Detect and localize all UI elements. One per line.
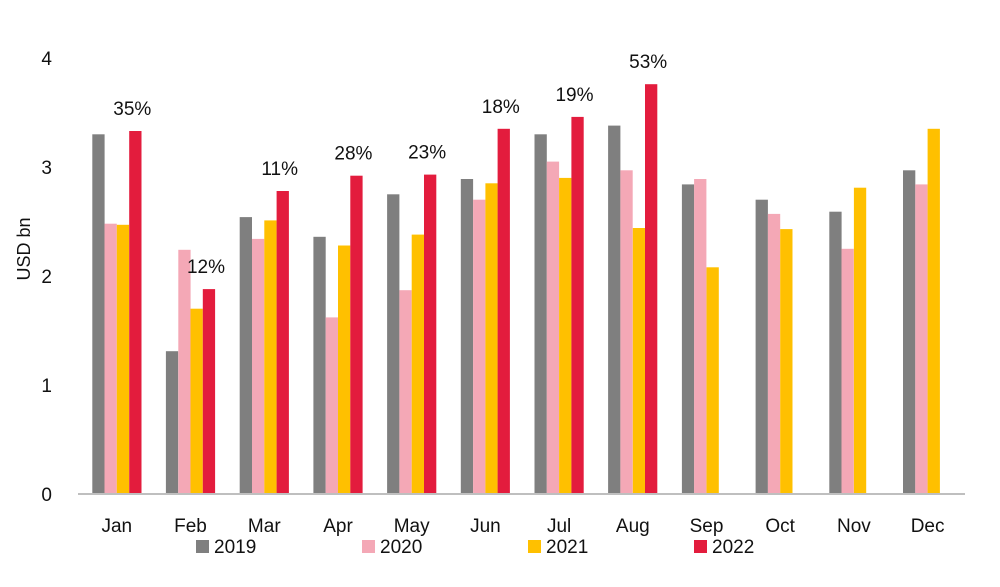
bar-2019-jan xyxy=(92,134,105,495)
bar-2020-jun xyxy=(473,199,486,494)
bar-2020-aug xyxy=(620,170,633,495)
annotation-jul: 19% xyxy=(555,85,593,106)
growth-annotations: 35% 12% 11% 28% 23% 18% 19% 53% xyxy=(113,52,667,278)
bar-2019-nov xyxy=(829,211,842,494)
bar-2022-may xyxy=(424,174,437,494)
y-tick-label: 1 xyxy=(41,376,52,397)
legend-label-2021: 2021 xyxy=(546,537,588,558)
x-axis-categories: Jan Feb Mar Apr May Jun Jul Aug Sep Oct Nov Dec xyxy=(101,516,944,537)
bar-2019-oct xyxy=(755,199,768,494)
annotation-jun: 18% xyxy=(482,97,520,118)
annotation-apr: 28% xyxy=(334,144,372,165)
bar-2021-jun xyxy=(485,183,498,495)
legend-label-2022: 2022 xyxy=(712,537,754,558)
annotation-aug: 53% xyxy=(629,52,667,73)
bar-2020-nov xyxy=(841,248,854,495)
bar-2020-jul xyxy=(546,161,560,494)
x-tick-label-aug: Aug xyxy=(616,516,650,537)
bar-2019-dec xyxy=(903,170,916,495)
bar-2021-dec xyxy=(927,128,940,495)
bars xyxy=(92,84,940,495)
bar-2021-jan xyxy=(116,224,130,495)
bar-2021-sep xyxy=(706,267,719,494)
x-tick-label-sep: Sep xyxy=(690,516,724,537)
x-tick-label-jul: Jul xyxy=(547,516,571,537)
y-axis-label: USD bn xyxy=(14,217,34,280)
annotation-may: 23% xyxy=(408,143,446,164)
bar-2021-oct xyxy=(780,229,793,494)
bar-2021-may xyxy=(411,234,424,494)
bar-2019-sep xyxy=(681,184,695,494)
legend: 2019 2020 2021 2022 xyxy=(196,537,754,558)
bar-2019-apr xyxy=(313,236,326,495)
x-tick-label-jun: Jun xyxy=(470,516,501,537)
y-tick-label: 4 xyxy=(41,49,52,70)
x-tick-label-nov: Nov xyxy=(837,516,871,537)
bar-2020-jan xyxy=(104,223,117,494)
bar-2021-feb xyxy=(190,308,203,494)
bar-2022-jun xyxy=(497,128,510,495)
x-tick-label-may: May xyxy=(394,516,430,537)
bar-2022-jul xyxy=(571,116,584,495)
bar-2021-jul xyxy=(559,177,572,494)
x-tick-label-feb: Feb xyxy=(174,516,207,537)
bar-2019-feb xyxy=(165,351,179,494)
y-tick-label: 3 xyxy=(41,158,52,179)
bar-2019-mar xyxy=(239,217,252,494)
bar-2020-dec xyxy=(915,184,928,494)
legend-label-2020: 2020 xyxy=(380,537,422,558)
x-tick-label-jan: Jan xyxy=(101,516,132,537)
bar-2020-apr xyxy=(325,317,338,494)
bar-2021-mar xyxy=(264,220,277,494)
bar-2022-mar xyxy=(276,191,289,494)
bar-2022-aug xyxy=(645,84,658,494)
bar-2020-feb xyxy=(178,249,191,494)
annotation-mar: 11% xyxy=(261,159,298,180)
bar-2021-aug xyxy=(632,228,646,494)
x-tick-label-apr: Apr xyxy=(323,516,353,537)
bar-2022-apr xyxy=(350,175,363,494)
bar-2021-nov xyxy=(853,187,867,494)
x-tick-label-mar: Mar xyxy=(248,516,281,537)
legend-swatch-2020 xyxy=(362,540,375,553)
legend-swatch-2022 xyxy=(694,540,707,553)
legend-swatch-2019 xyxy=(196,540,209,553)
bar-2019-aug xyxy=(608,125,621,494)
y-tick-label: 2 xyxy=(41,267,52,288)
bar-2019-jun xyxy=(460,179,474,494)
bar-2020-sep xyxy=(694,179,707,494)
x-tick-label-oct: Oct xyxy=(765,516,795,537)
x-tick-label-dec: Dec xyxy=(911,516,945,537)
bar-2022-jan xyxy=(129,131,142,494)
y-tick-label: 0 xyxy=(41,485,52,506)
bar-2020-may xyxy=(399,290,412,494)
legend-label-2019: 2019 xyxy=(214,537,256,558)
bar-2020-mar xyxy=(252,238,265,494)
bar-2019-may xyxy=(387,194,400,495)
bar-2021-apr xyxy=(338,245,351,494)
annotation-feb: 12% xyxy=(187,257,225,278)
bar-2020-oct xyxy=(767,213,781,494)
bar-2019-jul xyxy=(534,134,547,495)
bar-2022-feb xyxy=(202,289,216,494)
annotation-jan: 35% xyxy=(113,99,151,120)
y-axis-ticks: 0 1 2 3 4 xyxy=(41,49,52,506)
legend-swatch-2021 xyxy=(528,540,541,553)
